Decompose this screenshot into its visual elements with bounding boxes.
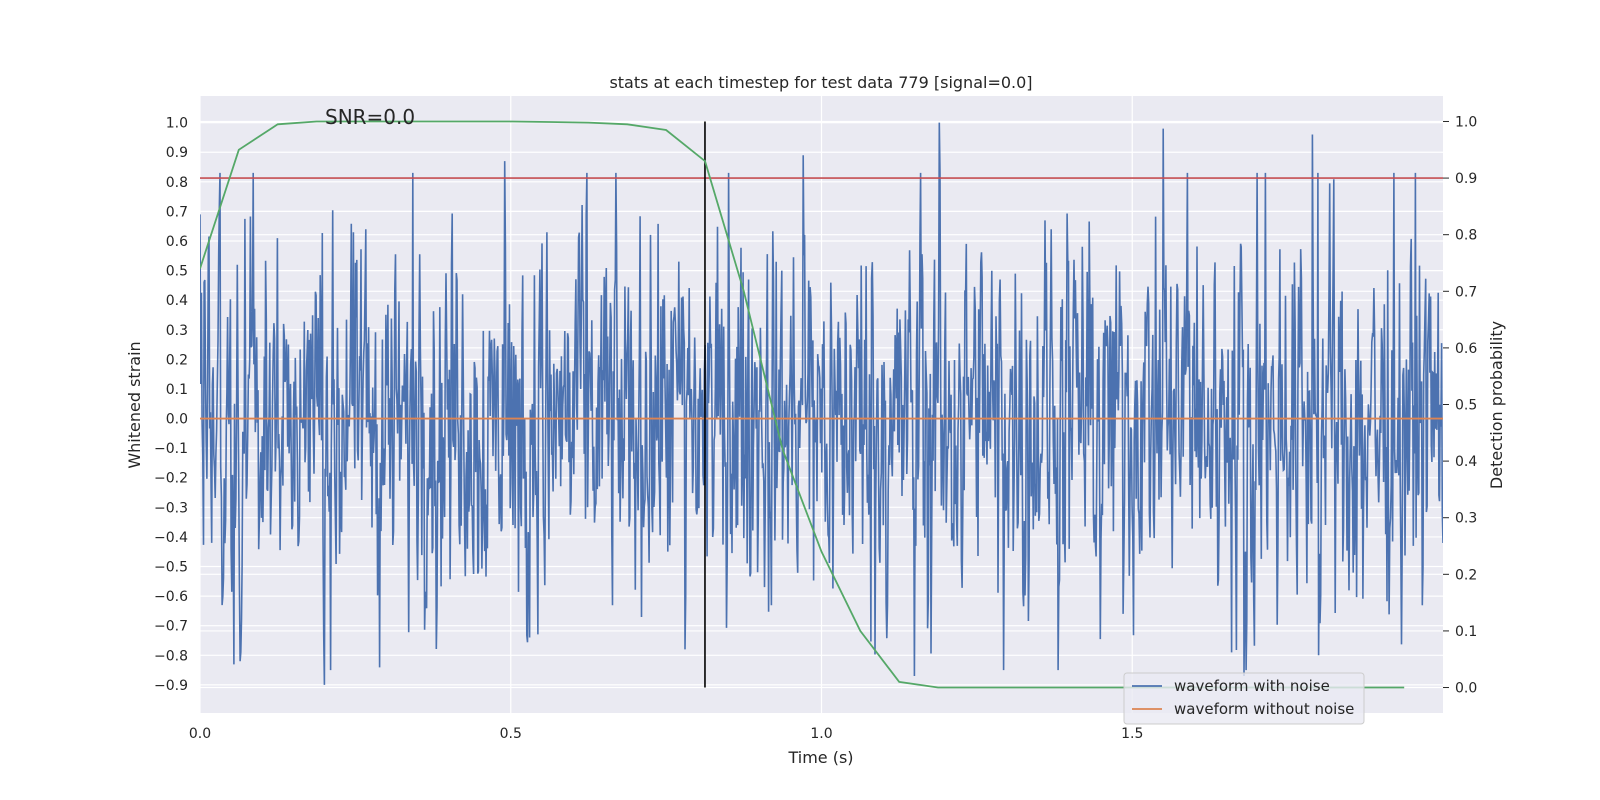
legend-label-clean: waveform without noise [1174,700,1354,718]
y-left-tick-label: 0.6 [166,234,188,250]
series-waveform-with-noise [200,122,1443,685]
y-axis-right-label: Detection probability [1487,321,1506,489]
y-left-tick-label: −0.9 [154,678,188,694]
x-axis-label: Time (s) [787,748,853,767]
y-right-tick-label: 0.6 [1455,341,1477,357]
y-right-tick-label: 1.0 [1455,114,1477,130]
y-left-tick-label: 0.8 [166,175,188,191]
y-axis-left-ticks: 1.0 0.9 0.8 0.7 0.6 0.5 0.4 0.3 0.2 0.1 0.0 −0.1 −0.… [154,116,188,694]
y-left-tick-label: 0.4 [166,293,188,309]
y-left-tick-label: −0.7 [154,619,188,635]
y-right-tick-label: 0.1 [1455,624,1477,640]
y-axis-right-ticks: 1.0 0.9 0.8 0.7 0.6 0.5 0.4 0.3 0.2 0.1 0.0 [1443,114,1477,697]
x-tick-label: 1.5 [1121,726,1143,742]
x-tick-label: 0.5 [500,726,522,742]
y-left-tick-label: −0.8 [154,648,188,664]
y-left-tick-label: −0.1 [154,441,188,457]
y-right-tick-label: 0.0 [1455,681,1477,697]
y-right-tick-label: 0.4 [1455,454,1477,470]
x-tick-label: 1.0 [810,726,832,742]
legend-label-noise: waveform with noise [1174,677,1330,695]
y-right-tick-label: 0.3 [1455,511,1477,527]
y-left-tick-label: 1.0 [166,116,188,132]
y-right-tick-label: 0.5 [1455,398,1477,414]
y-right-tick-label: 0.8 [1455,228,1477,244]
y-left-tick-label: 0.1 [166,382,188,398]
y-left-tick-label: 0.0 [166,412,188,428]
y-left-tick-label: −0.5 [154,560,188,576]
y-left-tick-label: 0.2 [166,352,188,368]
y-right-tick-label: 0.9 [1455,171,1477,187]
legend-box [1123,672,1365,725]
y-left-tick-label: −0.2 [154,471,188,487]
y-left-tick-label: −0.4 [154,530,188,546]
y-left-tick-label: 0.9 [166,145,188,161]
x-axis-ticks: 0.0 0.5 1.0 1.5 [189,726,1144,742]
y-right-tick-label: 0.2 [1455,567,1477,583]
y-axis-left-label: Whitened strain [125,341,144,468]
y-right-tick-label: 0.7 [1455,284,1477,300]
snr-annotation: SNR=0.0 [325,105,415,129]
y-left-tick-label: −0.6 [154,589,188,605]
x-tick-label: 0.0 [189,726,211,742]
y-left-tick-label: −0.3 [154,500,188,516]
y-left-tick-label: 0.7 [166,204,188,220]
legend: waveform with noise waveform without noi… [1123,672,1365,725]
y-left-tick-label: 0.5 [166,264,188,280]
y-left-tick-label: 0.3 [166,323,188,339]
chart-title: stats at each timestep for test data 779… [609,73,1032,92]
